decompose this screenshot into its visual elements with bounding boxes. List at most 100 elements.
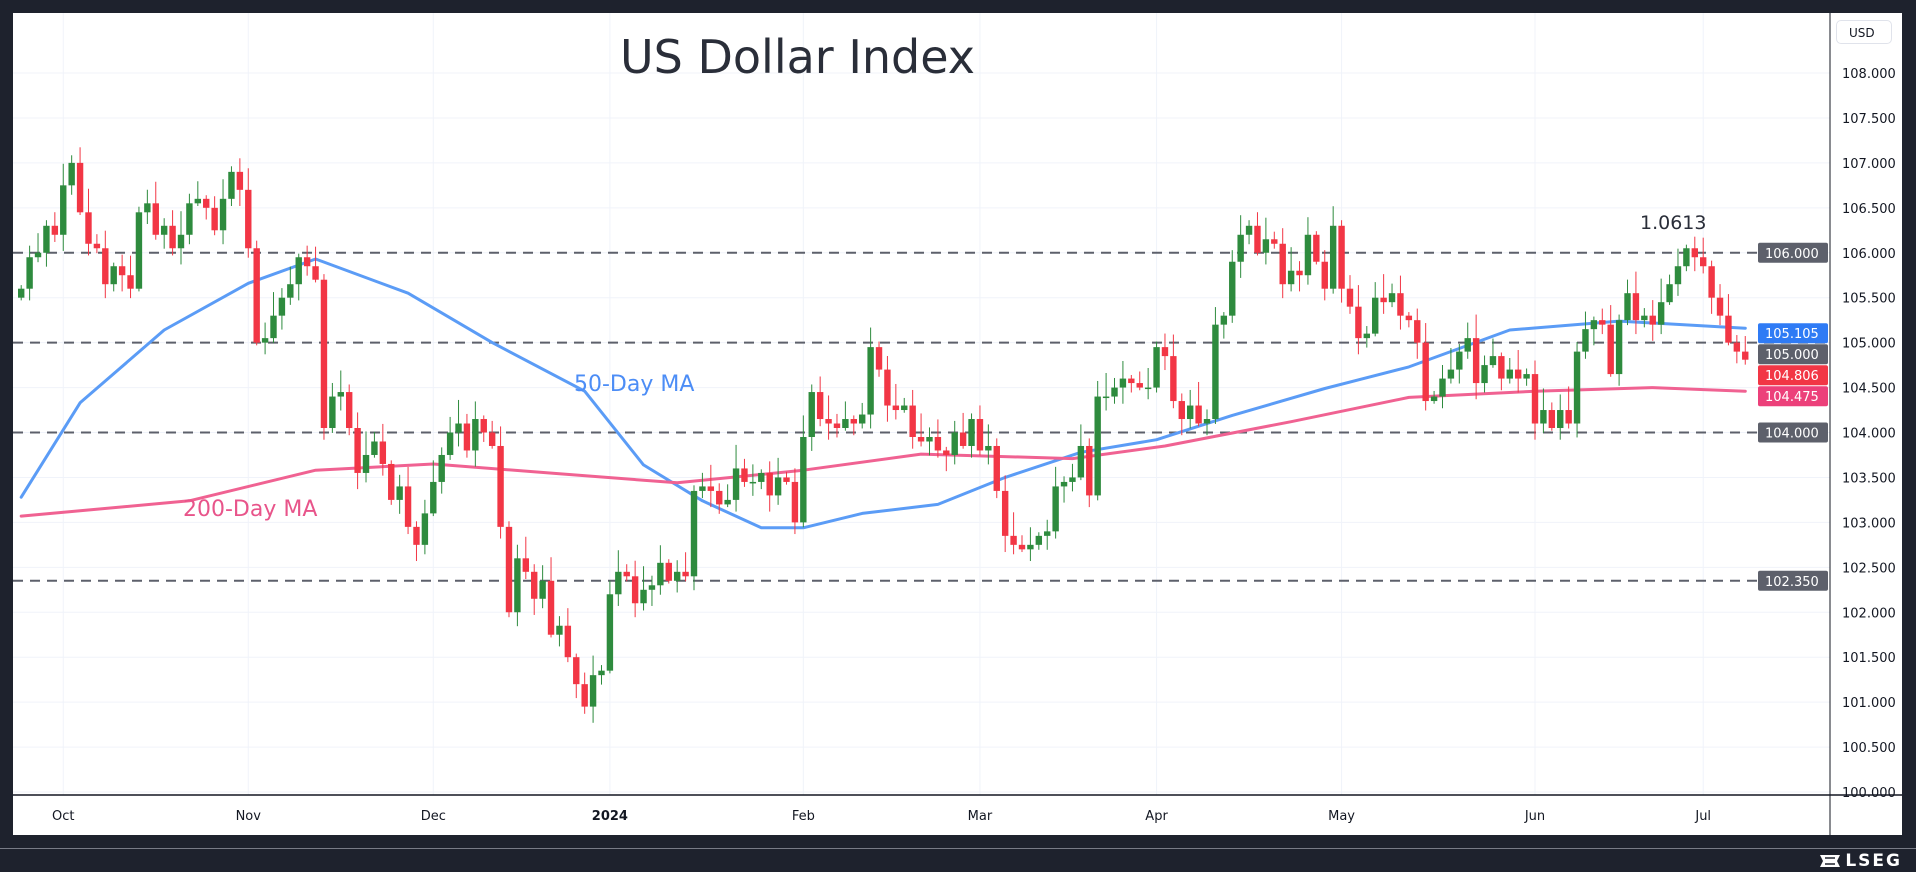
candle-up <box>926 436 933 442</box>
candle-up <box>1203 419 1211 424</box>
candle-down <box>816 392 824 420</box>
candle-down <box>959 432 967 446</box>
candle-down <box>253 248 260 343</box>
candle-down <box>245 189 252 249</box>
candle-up <box>194 198 202 204</box>
currency-button[interactable]: USD <box>1836 20 1892 44</box>
y-tick-label: 101.000 <box>1842 696 1896 711</box>
candle-up <box>144 203 151 213</box>
candle-up <box>26 257 33 289</box>
candle-up <box>1439 378 1446 397</box>
candle-down <box>1472 338 1480 384</box>
candle-up <box>985 445 992 451</box>
candle-up <box>1573 351 1581 424</box>
candle-up <box>43 225 50 253</box>
candle-down <box>1195 405 1202 424</box>
candle-down <box>1355 306 1362 339</box>
candle-up <box>362 454 370 473</box>
candle-up <box>177 234 185 249</box>
candle-down <box>892 405 900 411</box>
candle-down <box>488 432 496 446</box>
candle-down <box>631 576 639 604</box>
candle-up <box>1119 378 1127 388</box>
candle-up <box>589 675 597 707</box>
candle-down <box>1632 293 1640 321</box>
candle-up <box>1590 320 1598 330</box>
candle-down <box>127 275 134 289</box>
x-tick-label: Nov <box>236 809 262 824</box>
candle-up <box>1557 410 1564 429</box>
candle-up <box>34 252 42 258</box>
candle-down <box>943 450 950 455</box>
candle-up <box>1153 347 1160 388</box>
candle-down <box>581 684 588 707</box>
candle-up <box>228 171 235 199</box>
x-tick-label: Oct <box>52 809 74 824</box>
candle-down <box>152 203 159 235</box>
candle-down <box>1321 261 1328 289</box>
candle-down <box>1531 374 1539 424</box>
candle-down <box>1279 243 1286 285</box>
candle-up <box>261 338 269 343</box>
candle-down <box>917 436 925 442</box>
candle-down <box>1733 342 1741 352</box>
candle-down <box>1136 383 1143 388</box>
ma200-label: 200-Day MA <box>183 497 318 522</box>
brand-name: LSEG <box>1845 851 1902 871</box>
candle-up <box>1077 445 1085 478</box>
candle-up <box>1464 338 1471 352</box>
candle-down <box>413 526 420 545</box>
y-tick-label: 105.500 <box>1842 292 1896 307</box>
candle-up <box>1035 535 1043 545</box>
x-tick-label: May <box>1328 809 1355 824</box>
candle-up <box>329 396 336 429</box>
candle-down <box>1414 320 1421 343</box>
price-badge-label: 102.350 <box>1765 575 1819 590</box>
candle-down <box>1565 410 1572 424</box>
candle-down <box>1128 378 1135 384</box>
ma50-label: 50-Day MA <box>574 372 695 397</box>
candle-down <box>1498 356 1505 379</box>
candle-up <box>699 486 706 491</box>
candle-down <box>76 162 84 213</box>
candle-down <box>716 490 723 505</box>
candle-up <box>673 571 681 581</box>
candle-down <box>1010 535 1017 545</box>
candle-up <box>1329 225 1337 289</box>
candle-down <box>1700 257 1707 267</box>
y-tick-label: 104.000 <box>1842 427 1896 442</box>
x-tick-label: 2024 <box>592 809 628 824</box>
candle-up <box>1447 369 1455 379</box>
candle-down <box>1649 315 1656 325</box>
candle-down <box>118 266 126 276</box>
candle-up <box>135 212 143 289</box>
candle-up <box>1489 356 1497 366</box>
candle-up <box>371 441 378 455</box>
candle-down <box>825 419 832 424</box>
candle-down <box>169 225 176 249</box>
candle-down <box>741 468 748 482</box>
candle-up <box>606 594 614 671</box>
candle-down <box>1405 315 1413 321</box>
candle-up <box>732 468 740 500</box>
candle-up <box>68 162 75 186</box>
candle-up <box>1523 374 1530 379</box>
candle-down <box>976 419 984 451</box>
candle-up <box>1641 315 1648 321</box>
candle-down <box>1254 225 1261 253</box>
candle-down <box>875 347 883 370</box>
y-tick-label: 103.500 <box>1842 471 1896 486</box>
candle-up <box>1674 266 1682 285</box>
candle-up <box>421 513 429 545</box>
candle-down <box>564 625 572 658</box>
candle-up <box>60 185 67 235</box>
candle-up <box>808 392 815 437</box>
candle-up <box>1481 365 1488 384</box>
candle-up <box>1027 544 1034 550</box>
candle-up <box>867 347 874 415</box>
candle-down <box>850 419 857 424</box>
candle-up <box>472 419 479 451</box>
candle-down <box>102 248 109 285</box>
y-tick-label: 108.000 <box>1842 67 1896 82</box>
candle-down <box>320 279 328 429</box>
